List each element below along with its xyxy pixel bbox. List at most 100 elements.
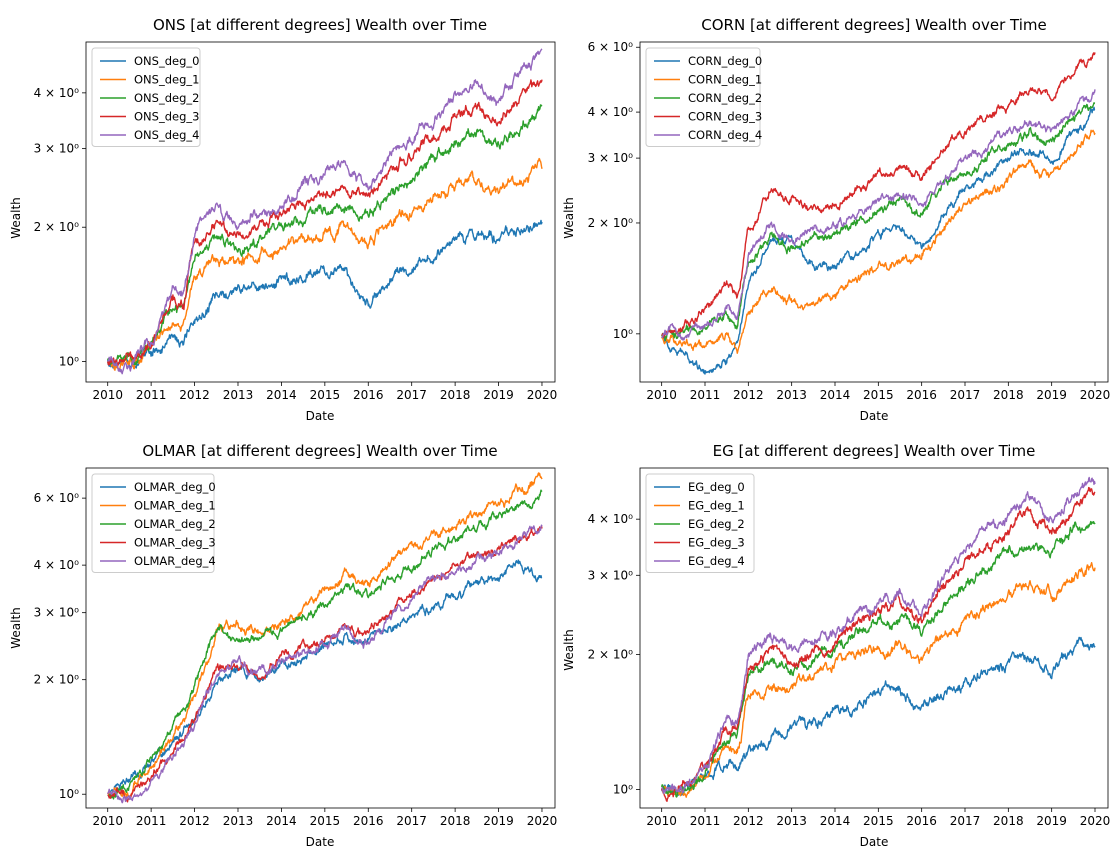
series-line-eg-deg-0 [661,636,1096,796]
x-tick-label: 2014 [820,814,851,828]
olmar-wealth-chart: OLMAR [at different degrees] Wealth over… [9,442,557,849]
legend-label: ONS_deg_3 [134,110,199,124]
legend-label: EG_deg_0 [688,480,745,494]
series-line-olmar-deg-0 [107,559,543,799]
y-tick-label: 3 × 10⁰ [34,606,80,620]
x-tick-label: 2016 [906,814,937,828]
series-line-olmar-deg-1 [107,472,543,798]
ons-wealth-chart: ONS [at different degrees] Wealth over T… [9,16,557,423]
x-tick-label: 2020 [527,388,558,402]
x-tick-label: 2020 [1080,388,1111,402]
y-tick-label: 3 × 10⁰ [588,151,634,165]
legend-label: EG_deg_4 [688,554,745,568]
x-tick-label: 2013 [776,814,807,828]
series-line-olmar-deg-2 [107,489,543,800]
x-tick-label: 2017 [396,814,427,828]
legend-box [91,47,201,147]
x-tick-label: 2012 [733,814,764,828]
x-tick-label: 2018 [440,388,471,402]
legend-label: OLMAR_deg_4 [134,554,216,568]
series-line-corn-deg-2 [661,102,1096,342]
x-tick-label: 2014 [820,388,851,402]
series-line-eg-deg-3 [661,486,1096,802]
x-tick-label: 2019 [483,388,514,402]
legend-box [645,47,761,147]
x-tick-label: 2011 [136,388,167,402]
x-tick-label: 2010 [92,814,123,828]
x-tick-label: 2011 [690,388,721,402]
y-tick-label: 2 × 10⁰ [34,673,80,687]
x-tick-label: 2017 [950,814,981,828]
series-line-eg-deg-1 [661,562,1096,798]
series-line-corn-deg-4 [661,89,1096,341]
x-tick-label: 2017 [396,388,427,402]
legend-label: EG_deg_2 [688,517,745,531]
x-tick-label: 2012 [179,814,210,828]
x-tick-label: 2018 [993,388,1024,402]
legend-label: CORN_deg_2 [688,91,762,105]
x-tick-label: 2011 [690,814,721,828]
series-line-ons-deg-4 [107,48,543,375]
x-axis-label: Date [306,835,335,849]
x-tick-label: 2020 [1080,814,1111,828]
x-tick-label: 2015 [310,814,341,828]
series-line-olmar-deg-4 [107,524,543,804]
x-axis-label: Date [860,409,889,423]
series-line-olmar-deg-3 [107,525,543,803]
y-tick-label: 2 × 10⁰ [588,647,634,661]
y-tick-label: 4 × 10⁰ [588,105,634,119]
legend-label: CORN_deg_0 [688,54,762,68]
series-line-eg-deg-2 [661,520,1096,798]
series-line-corn-deg-3 [661,52,1096,339]
x-tick-label: 2014 [266,814,297,828]
legend-label: ONS_deg_0 [134,54,199,68]
x-tick-label: 2013 [223,814,254,828]
y-tick-label: 3 × 10⁰ [34,142,80,156]
legend-box [91,473,215,573]
x-tick-label: 2020 [527,814,558,828]
y-tick-label: 10⁰ [613,327,633,341]
x-axis-label: Date [306,409,335,423]
chart-title: OLMAR [at different degrees] Wealth over… [142,442,497,460]
legend-label: OLMAR_deg_2 [134,517,216,531]
x-tick-label: 2015 [863,388,894,402]
x-tick-label: 2018 [993,814,1024,828]
y-tick-label: 4 × 10⁰ [34,86,80,100]
plot-frame [639,467,1109,809]
x-tick-label: 2015 [310,388,341,402]
x-axis-label: Date [860,835,889,849]
y-tick-label: 6 × 10⁰ [34,491,80,505]
series-line-ons-deg-0 [107,219,543,369]
x-tick-label: 2019 [483,814,514,828]
series-line-corn-deg-1 [661,129,1096,354]
x-tick-label: 2012 [179,388,210,402]
chart-title: EG [at different degrees] Wealth over Ti… [713,442,1036,460]
legend-label: ONS_deg_4 [134,128,199,142]
legend-label: OLMAR_deg_0 [134,480,216,494]
legend-label: OLMAR_deg_3 [134,536,216,550]
legend-label: ONS_deg_2 [134,91,199,105]
corn-wealth-chart: CORN [at different degrees] Wealth over … [562,16,1110,423]
chart-title: CORN [at different degrees] Wealth over … [701,16,1046,34]
y-tick-label: 2 × 10⁰ [34,220,80,234]
x-tick-label: 2017 [950,388,981,402]
y-tick-label: 10⁰ [59,787,79,801]
y-tick-label: 4 × 10⁰ [588,512,634,526]
legend-label: EG_deg_3 [688,536,745,550]
eg-wealth-chart: EG [at different degrees] Wealth over Ti… [562,442,1110,849]
y-axis-label: Wealth [562,629,576,671]
x-tick-label: 2016 [353,388,384,402]
y-tick-label: 3 × 10⁰ [588,568,634,582]
series-line-ons-deg-1 [107,157,543,371]
y-tick-label: 4 × 10⁰ [34,558,80,572]
y-tick-label: 10⁰ [613,783,633,797]
legend-label: CORN_deg_1 [688,73,762,87]
x-tick-label: 2015 [863,814,894,828]
y-tick-label: 2 × 10⁰ [588,216,634,230]
x-tick-label: 2019 [1036,388,1067,402]
series-line-ons-deg-3 [107,79,543,367]
x-tick-label: 2011 [136,814,167,828]
x-tick-label: 2016 [906,388,937,402]
x-tick-label: 2010 [92,388,123,402]
